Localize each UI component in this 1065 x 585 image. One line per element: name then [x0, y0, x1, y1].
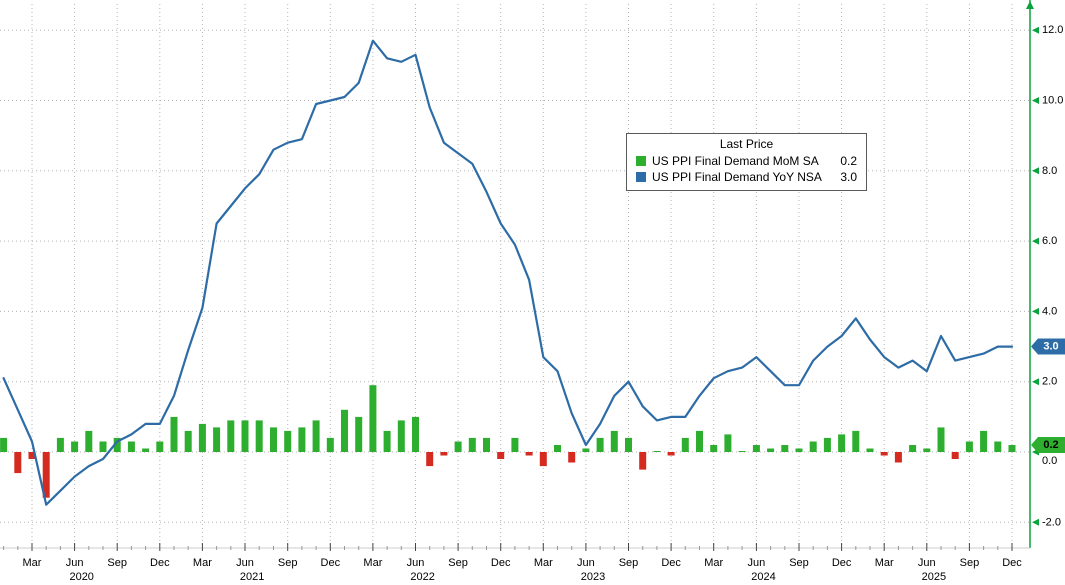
svg-text:Dec: Dec [491, 557, 511, 569]
svg-text:Sep: Sep [789, 557, 809, 569]
svg-text:Mar: Mar [534, 557, 553, 569]
right-axis: 12.0 10.0 8.0 6.0 4.0 2.0 0.0 -2.0 [1026, 0, 1063, 548]
legend-title: Last Price [719, 137, 774, 151]
yoy-series-last-price: 3.0 [840, 170, 857, 184]
yoy-line [2, 39, 1014, 506]
svg-text:Sep: Sep [619, 557, 639, 569]
legend-row-mom: US PPI Final Demand MoM SA 0.2 [636, 153, 857, 169]
yoy-series-label: US PPI Final Demand YoY NSA [652, 170, 822, 184]
svg-text:2.0: 2.0 [1042, 376, 1057, 388]
svg-text:Mar: Mar [704, 557, 723, 569]
svg-text:12.0: 12.0 [1042, 24, 1063, 36]
svg-text:Sep: Sep [107, 557, 127, 569]
svg-text:-2.0: -2.0 [1042, 516, 1061, 528]
svg-text:2020: 2020 [69, 571, 93, 583]
svg-text:Jun: Jun [236, 557, 254, 569]
svg-text:Mar: Mar [23, 557, 42, 569]
svg-text:Dec: Dec [832, 557, 852, 569]
svg-text:3.0: 3.0 [1043, 341, 1058, 353]
mom-bars [0, 385, 1016, 498]
svg-text:0.2: 0.2 [1043, 439, 1058, 451]
svg-text:Dec: Dec [1002, 557, 1022, 569]
svg-text:Mar: Mar [363, 557, 382, 569]
x-axis-labels: Mar Jun Sep Dec Mar Jun Sep Dec Mar Jun Sep Dec Mar J… [0, 543, 1030, 583]
svg-text:Sep: Sep [278, 557, 298, 569]
svg-text:4.0: 4.0 [1042, 305, 1057, 317]
price-badges: 3.0 0.2 [1031, 338, 1065, 453]
svg-text:0.0: 0.0 [1042, 455, 1057, 467]
svg-text:2021: 2021 [240, 571, 264, 583]
legend-row-yoy: US PPI Final Demand YoY NSA 3.0 [636, 169, 857, 185]
yoy-series-swatch-icon [636, 172, 646, 182]
svg-text:10.0: 10.0 [1042, 95, 1063, 107]
svg-text:Dec: Dec [150, 557, 170, 569]
svg-text:Jun: Jun [577, 557, 595, 569]
legend: Last Price US PPI Final Demand MoM SA 0.… [626, 133, 867, 191]
svg-text:Jun: Jun [748, 557, 766, 569]
svg-text:Jun: Jun [66, 557, 84, 569]
svg-text:Jun: Jun [407, 557, 425, 569]
svg-text:2022: 2022 [410, 571, 434, 583]
svg-text:Sep: Sep [960, 557, 980, 569]
mom-series-last-price: 0.2 [840, 154, 857, 168]
svg-text:8.0: 8.0 [1042, 165, 1057, 177]
svg-text:2025: 2025 [922, 571, 946, 583]
svg-text:Mar: Mar [193, 557, 212, 569]
mom-series-swatch-icon [636, 156, 646, 166]
v-gridlines [31, 4, 1013, 548]
svg-text:2023: 2023 [581, 571, 605, 583]
mom-series-label: US PPI Final Demand MoM SA [652, 154, 819, 168]
svg-text:Dec: Dec [661, 557, 681, 569]
svg-text:Sep: Sep [448, 557, 468, 569]
svg-text:6.0: 6.0 [1042, 235, 1057, 247]
svg-text:2024: 2024 [751, 571, 775, 583]
svg-text:Mar: Mar [875, 557, 894, 569]
svg-text:Jun: Jun [918, 557, 936, 569]
svg-text:Dec: Dec [321, 557, 341, 569]
